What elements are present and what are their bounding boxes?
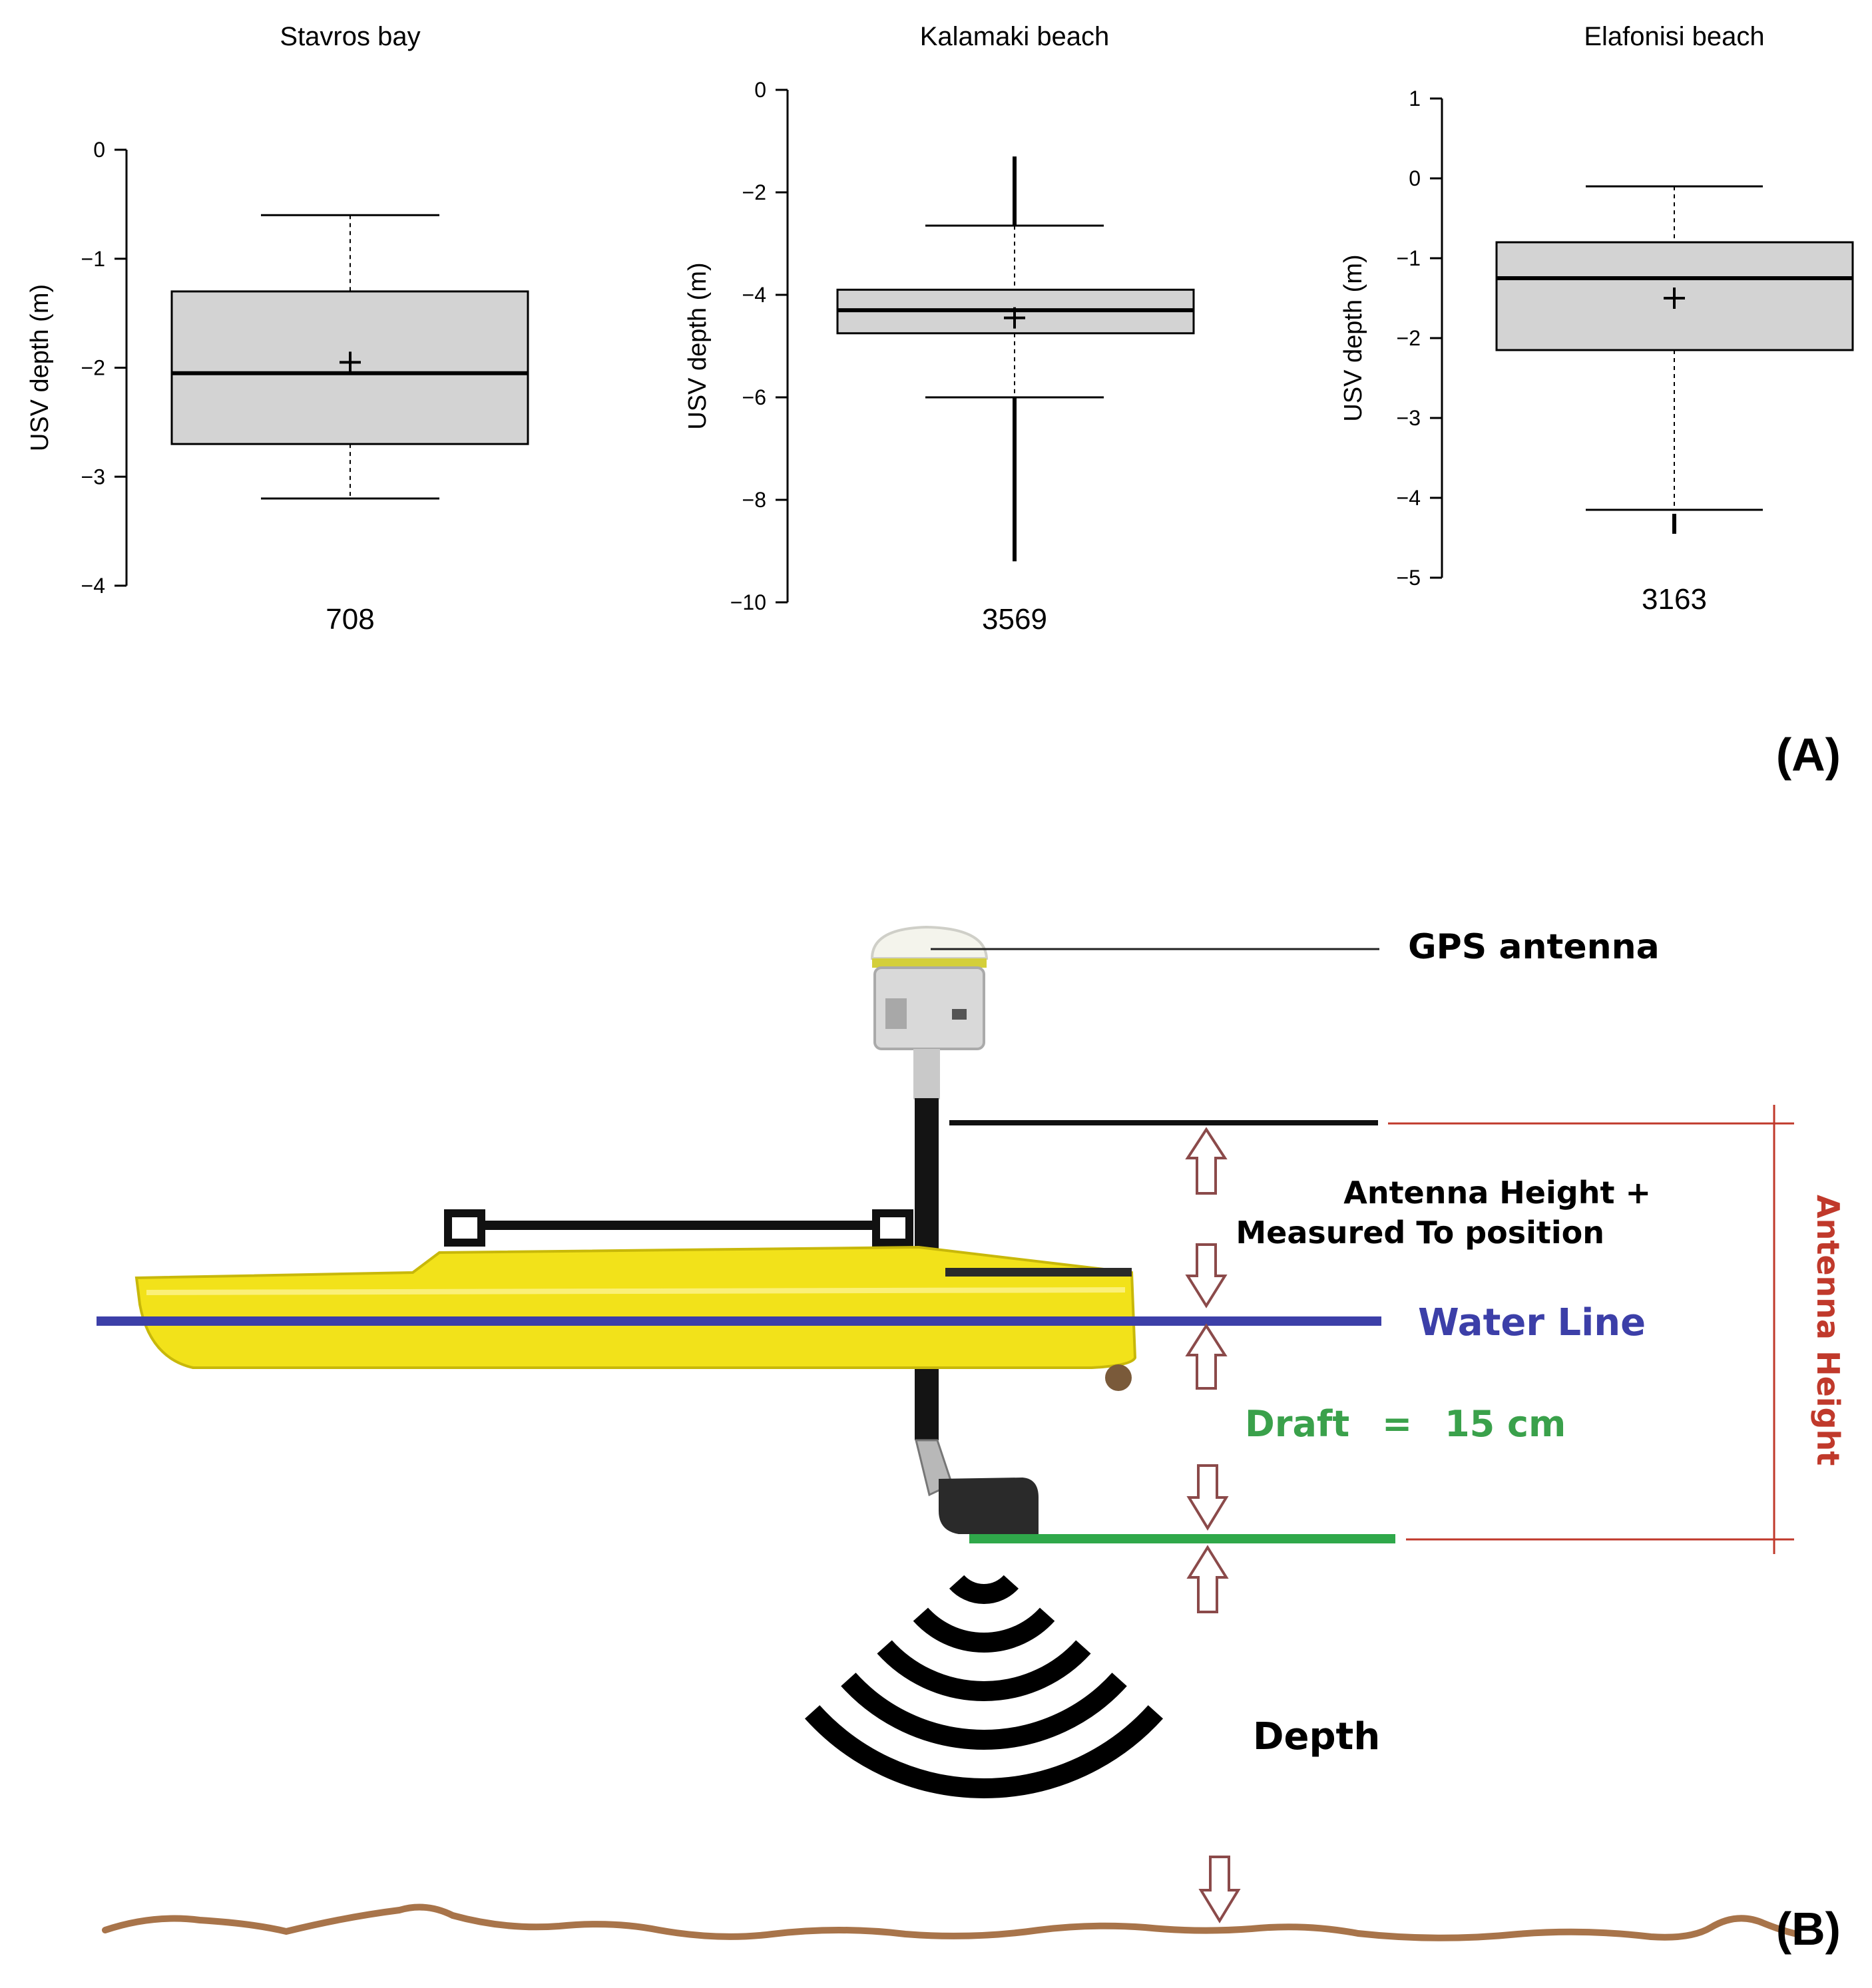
- mean-marker: [1004, 307, 1025, 329]
- box-plot-elafonisi: Elafonisi beach 1 0 −1 −2 −3 −4 −5 USV depth (m)…: [1339, 22, 1854, 616]
- y-axis-label: USV depth (m): [684, 262, 712, 429]
- y-tick-label: −8: [742, 488, 766, 512]
- antenna-offset-label-1: Antenna Height +: [1343, 1175, 1651, 1211]
- down-arrow-icon: [1198, 1856, 1241, 1923]
- mast-top: [913, 1049, 940, 1099]
- y-tick-label: 1: [1409, 87, 1421, 110]
- y-tick-label: −3: [81, 465, 105, 489]
- mean-marker: [340, 351, 361, 373]
- box-plot-stavros: Stavros bay 0 −1 −2 −3 −4 USV depth (m) 708: [26, 22, 529, 636]
- panel-b-label: (B): [1776, 1903, 1841, 1955]
- draft-label-word: Draft: [1245, 1403, 1349, 1445]
- antenna-offset-label-2: Measured To position: [1236, 1215, 1604, 1251]
- antenna-height-label: Antenna Height: [1810, 1195, 1846, 1466]
- mean-marker: [1664, 288, 1685, 309]
- y-tick-label: −1: [1397, 246, 1421, 270]
- seabed-line: [102, 1903, 1801, 1941]
- down-arrow-icon: [1185, 1243, 1228, 1308]
- sample-count-label: 708: [326, 603, 374, 636]
- y-tick-label: −3: [1397, 406, 1421, 430]
- y-tick-label: −2: [81, 356, 105, 380]
- dimension-arrows: [1185, 1127, 1241, 1923]
- y-axis-label: USV depth (m): [26, 284, 54, 451]
- panel-a-label: (A): [1776, 729, 1841, 781]
- antenna-height-bracket: [1388, 1105, 1794, 1554]
- y-tick-label: 0: [754, 78, 766, 102]
- chart-title: Elafonisi beach: [1584, 22, 1764, 51]
- depth-label: Depth: [1253, 1715, 1380, 1758]
- box-plot-kalamaki: Kalamaki beach 0 −2 −4 −6 −8 −10 USV depth (m) 3…: [684, 22, 1195, 636]
- up-arrow-icon: [1186, 1545, 1229, 1613]
- usv-diagram: GPS antenna Water Line Draft =: [97, 925, 1846, 1955]
- deck-frame: [444, 1209, 913, 1247]
- usv-boat-hull: [134, 1245, 1137, 1391]
- y-tick-label: 0: [1409, 166, 1421, 190]
- sample-count-label: 3569: [982, 603, 1047, 636]
- sonar-arc: [949, 1575, 1019, 1604]
- draft-value: 15 cm: [1445, 1403, 1566, 1445]
- y-tick-label: −4: [1397, 486, 1421, 510]
- y-tick-label: −1: [81, 247, 105, 271]
- up-arrow-icon: [1185, 1127, 1228, 1195]
- y-tick-label: −2: [1397, 326, 1421, 350]
- y-tick-label: −10: [730, 590, 766, 614]
- y-tick-label: −4: [81, 574, 105, 598]
- y-axis-label: USV depth (m): [1339, 254, 1367, 421]
- sonar-arc: [804, 1705, 1164, 1798]
- y-tick-label: −5: [1397, 566, 1421, 590]
- draft-label: Draft = 15 cm: [1245, 1403, 1566, 1445]
- water-line-label: Water Line: [1418, 1301, 1646, 1344]
- y-tick-label: −6: [742, 385, 766, 409]
- y-tick-label: −2: [742, 180, 766, 204]
- transducer-icon: [915, 1439, 1039, 1534]
- sample-count-label: 3163: [1642, 583, 1707, 616]
- draft-equals: =: [1382, 1403, 1412, 1445]
- chart-title: Kalamaki beach: [920, 22, 1110, 51]
- chart-title: Stavros bay: [280, 22, 420, 51]
- y-tick-label: −4: [742, 283, 766, 307]
- up-arrow-icon: [1185, 1323, 1228, 1390]
- sonar-arc: [913, 1607, 1055, 1653]
- gps-antenna-label: GPS antenna: [1408, 927, 1660, 967]
- sonar-wave-icon: [804, 1575, 1164, 1798]
- y-tick-label: 0: [93, 138, 105, 162]
- down-arrow-icon: [1186, 1464, 1229, 1531]
- sonar-arc: [877, 1640, 1091, 1701]
- sonar-arc: [841, 1673, 1127, 1750]
- gps-antenna-icon: [870, 925, 989, 1050]
